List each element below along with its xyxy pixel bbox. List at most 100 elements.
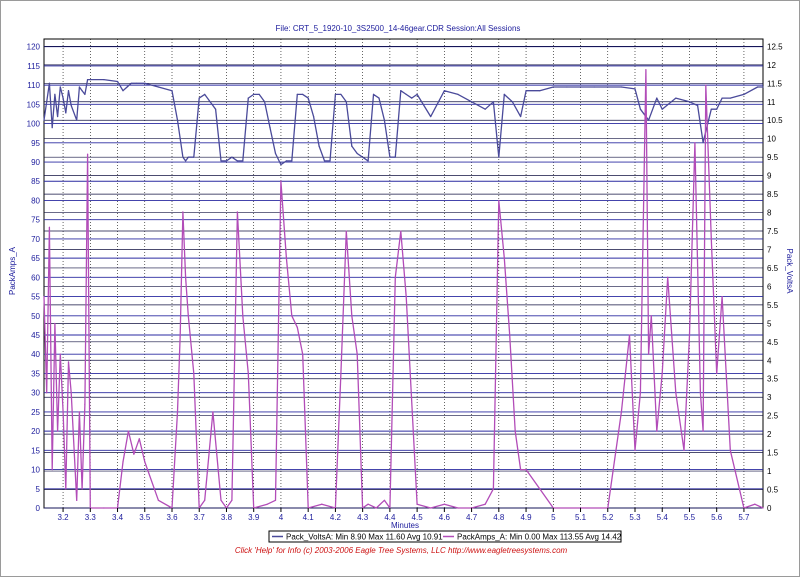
right-tick-label: 0: [767, 504, 772, 513]
volts-data-point: [296, 93, 298, 95]
right-tick-label: 5: [767, 319, 772, 328]
left-tick-label: 90: [31, 158, 40, 167]
volts-data-point: [84, 93, 86, 95]
volts-data-point: [269, 127, 271, 129]
right-tick-label: 7: [767, 245, 772, 254]
amps-data-point: [754, 503, 756, 505]
volts-data-point: [65, 112, 67, 114]
volts-data-point: [258, 93, 260, 95]
amps-data-point: [648, 353, 650, 355]
amps-data-point: [634, 449, 636, 451]
left-tick-label: 75: [31, 216, 40, 225]
amps-data-point: [127, 430, 130, 432]
x-tick-label: 3.9: [248, 513, 260, 522]
x-tick-label: 4.3: [357, 513, 369, 522]
volts-data-point: [383, 119, 386, 121]
right-axis-label: Pack_VoltsA: [785, 249, 794, 295]
series-layer: [43, 69, 764, 509]
amps-data-point: [702, 430, 704, 432]
volts-data-point: [378, 97, 380, 99]
amps-data-point: [59, 353, 61, 355]
amps-data-point: [204, 499, 206, 501]
left-tick-label: 45: [31, 331, 40, 340]
volts-data-point: [236, 160, 238, 162]
right-tick-label: 6.5: [767, 264, 779, 273]
amps-data-point: [65, 488, 67, 490]
volts-data-point: [225, 160, 228, 162]
chart-title: File: CRT_5_1920-10_3S2500_14-46gear.CDR…: [276, 24, 521, 33]
amps-data-point: [46, 392, 48, 394]
volts-data-point: [89, 79, 91, 81]
amps-data-point: [321, 503, 323, 505]
left-tick-label: 15: [31, 446, 40, 455]
amps-data-point: [138, 438, 140, 440]
right-tick-label: 12.5: [767, 42, 783, 51]
volts-data-point: [313, 115, 315, 118]
volts-data-point: [648, 119, 650, 121]
volts-data-point: [498, 156, 500, 158]
x-tick-label: 5.1: [575, 513, 587, 522]
amps-data-point: [236, 211, 238, 213]
volts-data-point: [345, 101, 347, 103]
volts-data-point: [729, 97, 731, 99]
volts-data-point: [484, 108, 486, 110]
x-tick-label: 5.7: [738, 513, 750, 522]
volts-data-point: [204, 93, 206, 95]
legend-amps-label: PackAmps_A: Min 0.00 Max 113.55 Avg 14.4…: [457, 533, 622, 542]
volts-data-point: [675, 97, 677, 99]
amps-data-point: [443, 503, 445, 505]
amps-data-point: [675, 392, 677, 394]
amps-data-point: [62, 411, 64, 413]
amps-data-point: [67, 361, 70, 363]
amps-data-point: [498, 199, 500, 202]
right-tick-label: 3: [767, 393, 772, 402]
volts-data-point: [51, 127, 53, 129]
amps-data-point: [122, 461, 124, 463]
amps-data-point: [81, 488, 83, 490]
volts-data-point: [264, 101, 266, 103]
amps-data-point: [710, 238, 712, 240]
amps-data-point: [520, 468, 522, 471]
volts-data-point: [54, 93, 56, 95]
volts-data-point: [416, 93, 418, 95]
volts-data-point: [185, 160, 187, 162]
right-tick-label: 9.5: [767, 153, 779, 162]
right-tick-label: 10.5: [767, 116, 783, 125]
volts-data-point: [389, 156, 391, 158]
volts-data-point: [579, 86, 582, 88]
volts-data-point: [231, 156, 233, 158]
right-tick-label: 2: [767, 430, 772, 439]
right-tick-label: 2.5: [767, 412, 779, 421]
volts-data-point: [307, 97, 309, 99]
amps-data-point: [503, 257, 505, 259]
left-tick-label: 60: [31, 273, 40, 282]
right-tick-label: 6: [767, 282, 772, 291]
right-tick-label: 5.5: [767, 301, 779, 310]
volts-data-point: [520, 115, 522, 118]
volts-data-point: [702, 141, 704, 144]
right-tick-label: 1.5: [767, 449, 779, 458]
volts-data-point: [67, 90, 70, 92]
amps-data-point: [285, 257, 287, 259]
volts-data-point: [430, 115, 432, 118]
left-tick-label: 5: [36, 485, 41, 494]
volts-data-point: [356, 152, 358, 155]
amps-data-point: [144, 461, 146, 463]
left-tick-label: 85: [31, 177, 40, 186]
amps-data-point: [694, 142, 696, 144]
plot-frame: [43, 38, 764, 509]
volts-data-point: [552, 86, 554, 88]
amps-data-point: [375, 507, 377, 509]
amps-data-point: [430, 507, 432, 509]
volts-data-point: [607, 86, 609, 88]
left-tick-label: 35: [31, 369, 40, 378]
volts-data-point: [362, 156, 364, 158]
amps-data-point: [86, 153, 89, 155]
right-tick-label: 8: [767, 209, 772, 218]
left-tick-label: 95: [31, 139, 40, 148]
left-tick-label: 105: [27, 100, 41, 109]
right-axis-ticks: 00.511.522.533.544.555.566.577.588.599.5…: [767, 42, 783, 513]
footer-credit[interactable]: Click 'Help' for Info (c) 2003-2006 Eagl…: [235, 546, 568, 555]
volts-data-point: [634, 88, 636, 90]
